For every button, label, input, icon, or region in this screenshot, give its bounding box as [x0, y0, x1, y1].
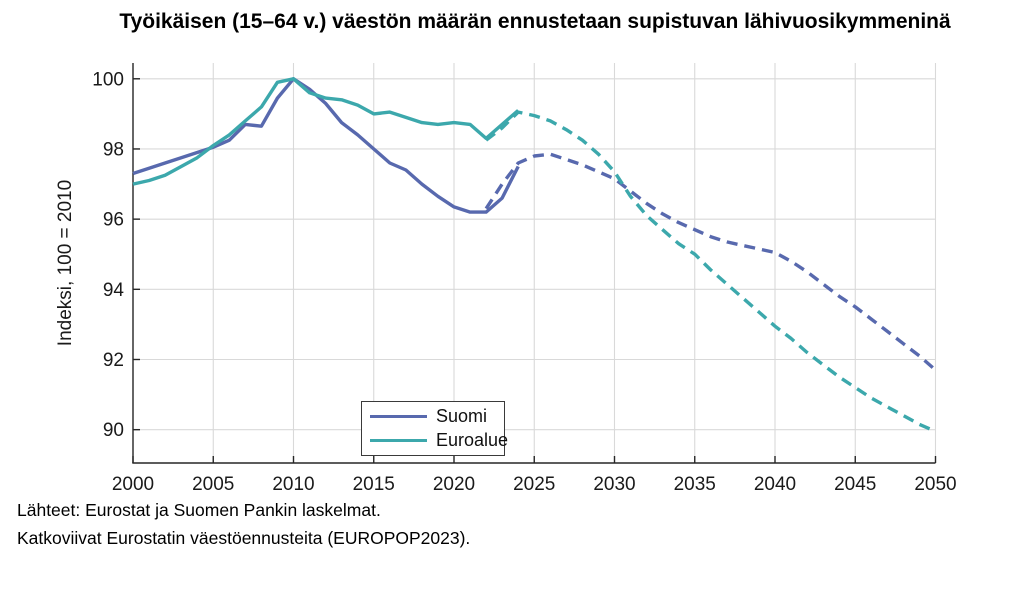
- x-tick-label: 2050: [914, 474, 956, 495]
- gridlines: [132, 63, 937, 463]
- y-axis-label: Indeksi, 100 = 2010: [55, 180, 76, 346]
- y-tick-labels: 90 92 94 96 98 100: [92, 69, 124, 441]
- legend-line-swatch-suomi: [370, 414, 427, 418]
- x-tick-label: 2015: [353, 474, 395, 495]
- axes: [132, 63, 937, 464]
- x-tick-label: 2005: [192, 474, 234, 495]
- x-tick-label: 2040: [754, 474, 796, 495]
- legend-label-suomi: Suomi: [436, 405, 488, 426]
- y-tick-label: 100: [92, 69, 124, 90]
- legend-item-euroalue: Euroalue: [370, 430, 508, 451]
- source-note-line1: Lähteet: Eurostat ja Suomen Pankin laske…: [17, 500, 381, 520]
- y-tick-label: 90: [103, 420, 124, 441]
- y-tick-label: 94: [103, 280, 125, 301]
- series-line-suomi: [132, 77, 520, 214]
- x-tick-label: 2035: [674, 474, 716, 495]
- y-tick-label: 92: [103, 350, 124, 371]
- source-note-line2: Katkoviivat Eurostatin väestöennusteita …: [17, 528, 471, 548]
- x-tick-label: 2010: [272, 474, 314, 495]
- source-notes: Lähteet: Eurostat ja Suomen Pankin laske…: [17, 496, 470, 552]
- x-tick-label: 2020: [433, 474, 475, 495]
- series-line-euroalue-ennuste-: [485, 110, 937, 433]
- chart-title: Työikäisen (15–64 v.) väestön määrän enn…: [119, 10, 951, 33]
- legend-label-euroalue: Euroalue: [436, 430, 509, 451]
- series-line-suomi-ennuste-: [484, 152, 937, 372]
- x-tick-label: 2030: [593, 474, 635, 495]
- chart-legend: Suomi Euroalue: [361, 401, 508, 456]
- y-tick-label: 98: [103, 139, 124, 160]
- x-tick-label: 2045: [834, 474, 876, 495]
- legend-line-swatch-euroalue: [370, 439, 427, 443]
- x-tick-label: 2000: [112, 474, 154, 495]
- series-line-euroalue: [132, 77, 520, 186]
- y-tick-label: 96: [103, 210, 124, 231]
- legend-item-suomi: Suomi: [370, 406, 504, 427]
- x-tick-label: 2025: [513, 474, 555, 495]
- x-tick-labels: 2000 2005 2010 2015 2020 2025 2030 2035 2040 2045…: [112, 474, 957, 495]
